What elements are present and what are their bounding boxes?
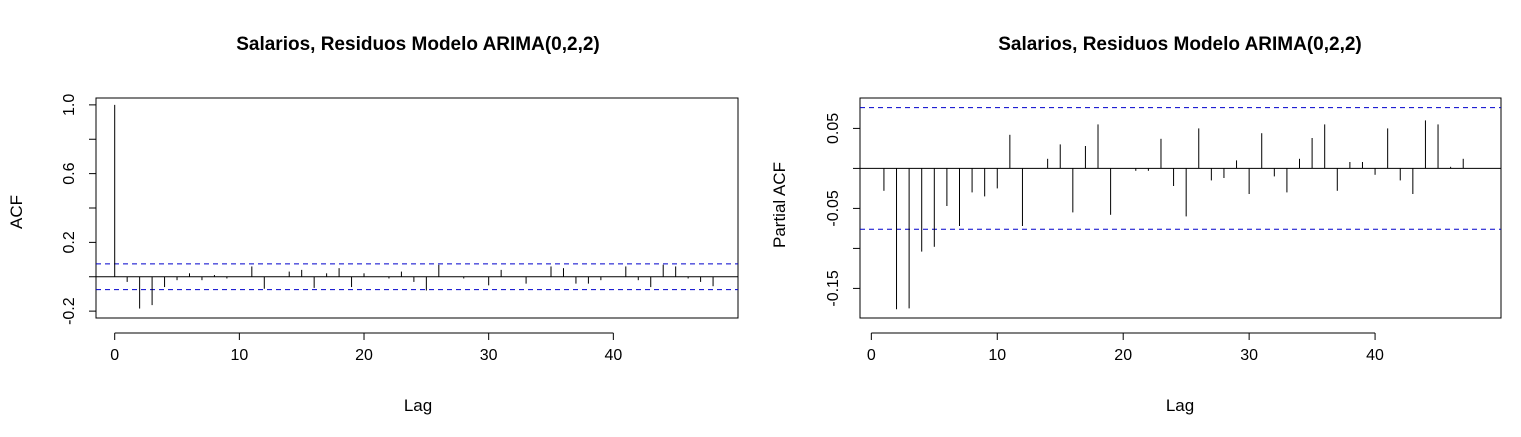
acf-x-tick-label: 40 (604, 347, 622, 364)
acf-x-tick-label: 10 (230, 347, 248, 364)
pacf-axes: 0 10 20 30 40 -0.15 -0.05 0.05 (825, 113, 1384, 364)
acf-y-tick-label: 1.0 (61, 94, 78, 116)
acf-plot-frame (95, 97, 739, 319)
pacf-x-tick-label: 10 (988, 347, 1006, 364)
pacf-plot-frame (859, 97, 1502, 319)
acf-y-tick-label: 0.2 (61, 231, 78, 253)
acf-axes: 0 10 20 30 40 -0.2 0.2 0.6 1.0 (61, 94, 622, 364)
pacf-y-tick-label: -0.05 (825, 190, 842, 227)
pacf-panel: Salarios, Residuos Modelo ARIMA(0,2,2) L… (770, 34, 1502, 415)
pacf-x-tick-label: 0 (867, 347, 876, 364)
acf-y-tick-label: -0.2 (61, 297, 78, 325)
acf-x-tick-label: 30 (480, 347, 498, 364)
pacf-y-tick-label: -0.15 (825, 270, 842, 307)
pacf-marks (860, 107, 1501, 310)
acf-x-tick-label: 20 (355, 347, 373, 364)
acf-title: Salarios, Residuos Modelo ARIMA(0,2,2) (236, 34, 600, 55)
acf-marks (96, 104, 738, 309)
pacf-x-tick-label: 30 (1240, 347, 1258, 364)
pacf-x-axis-label: Lag (1166, 396, 1194, 415)
pacf-x-tick-label: 20 (1114, 347, 1132, 364)
acf-y-tick-label: 0.6 (61, 162, 78, 184)
pacf-y-tick-label: 0.05 (825, 113, 842, 144)
acf-x-tick-label: 0 (110, 347, 119, 364)
pacf-x-tick-label: 40 (1366, 347, 1384, 364)
acf-x-axis-label: Lag (404, 396, 432, 415)
pacf-title: Salarios, Residuos Modelo ARIMA(0,2,2) (998, 34, 1362, 55)
acf-y-axis-label: ACF (7, 195, 26, 229)
acf-panel: Salarios, Residuos Modelo ARIMA(0,2,2) L… (7, 34, 739, 415)
pacf-y-axis-label: Partial ACF (770, 162, 789, 248)
